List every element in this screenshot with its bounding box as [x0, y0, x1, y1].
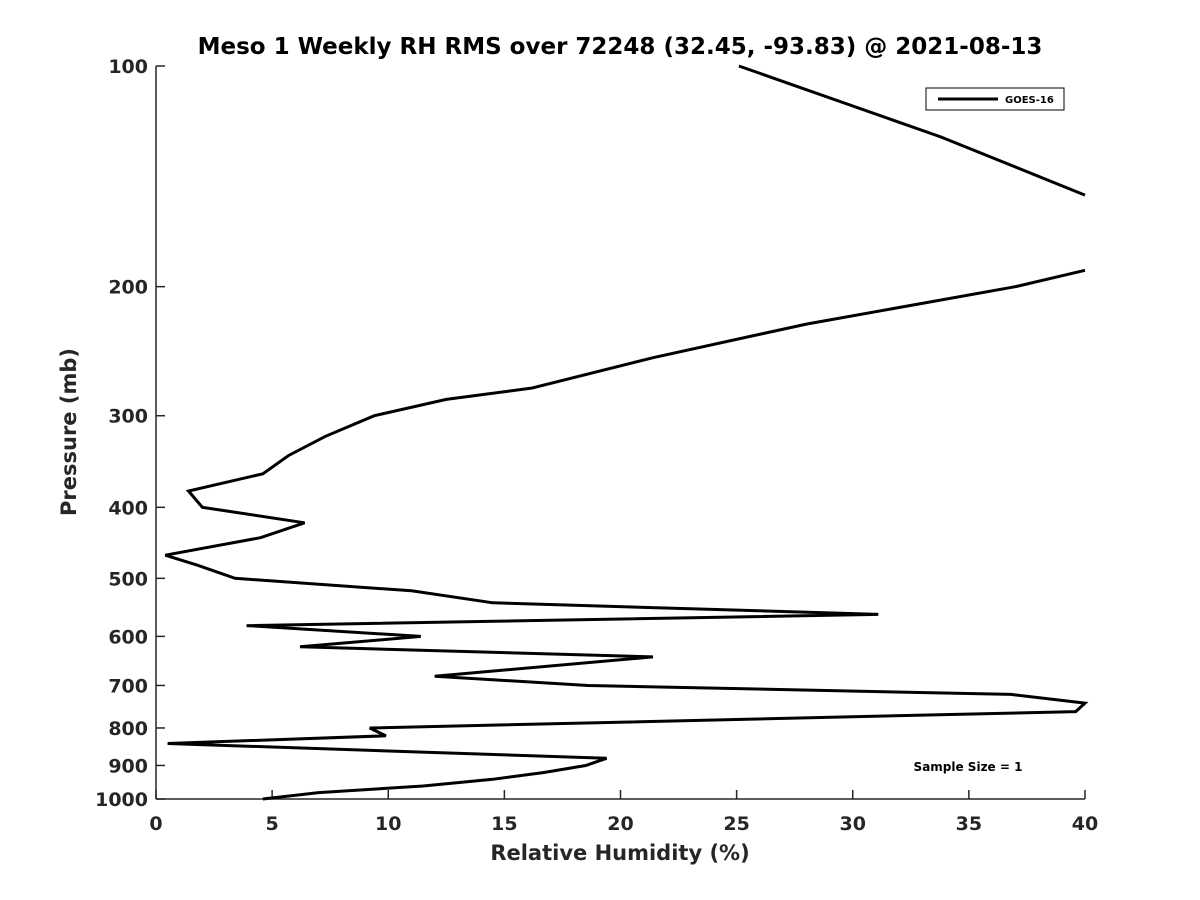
y-tick-label: 1000 [95, 789, 148, 811]
x-tick-label: 0 [149, 813, 162, 835]
y-axis-title: Pressure (mb) [57, 348, 81, 516]
axes [155, 66, 1085, 800]
y-tick-label: 900 [108, 755, 148, 777]
y-tick-label: 700 [108, 675, 148, 697]
x-tick-label: 15 [491, 813, 517, 835]
series-layer [164, 64, 1089, 801]
series-line-goes-16 [164, 268, 1089, 801]
x-tick-label: 30 [840, 813, 866, 835]
chart-title: Meso 1 Weekly RH RMS over 72248 (32.45, … [198, 34, 1043, 60]
sample-size-annotation: Sample Size = 1 [914, 760, 1023, 774]
x-tick-label: 25 [723, 813, 749, 835]
x-axis-ticks: 0 5 10 15 20 25 30 35 40 [149, 790, 1098, 835]
legend-label-goes-16: GOES-16 [1005, 95, 1054, 106]
x-tick-label: 40 [1072, 813, 1098, 835]
x-tick-label: 5 [266, 813, 279, 835]
y-tick-label: 800 [108, 718, 148, 740]
y-tick-label: 600 [108, 626, 148, 648]
x-tick-label: 20 [607, 813, 633, 835]
x-tick-label: 35 [956, 813, 982, 835]
y-tick-label: 200 [108, 277, 148, 299]
legend: GOES-16 [925, 87, 1065, 111]
y-tick-label: 500 [108, 568, 148, 590]
x-axis-title: Relative Humidity (%) [490, 841, 749, 865]
y-tick-label: 100 [108, 56, 148, 78]
y-tick-label: 400 [108, 497, 148, 519]
y-axis-ticks: 100 200 300 400 500 600 700 800 900 1000 [95, 56, 165, 811]
y-tick-label: 300 [108, 406, 148, 428]
series-line-goes-16 [738, 64, 1086, 197]
x-tick-label: 10 [375, 813, 401, 835]
